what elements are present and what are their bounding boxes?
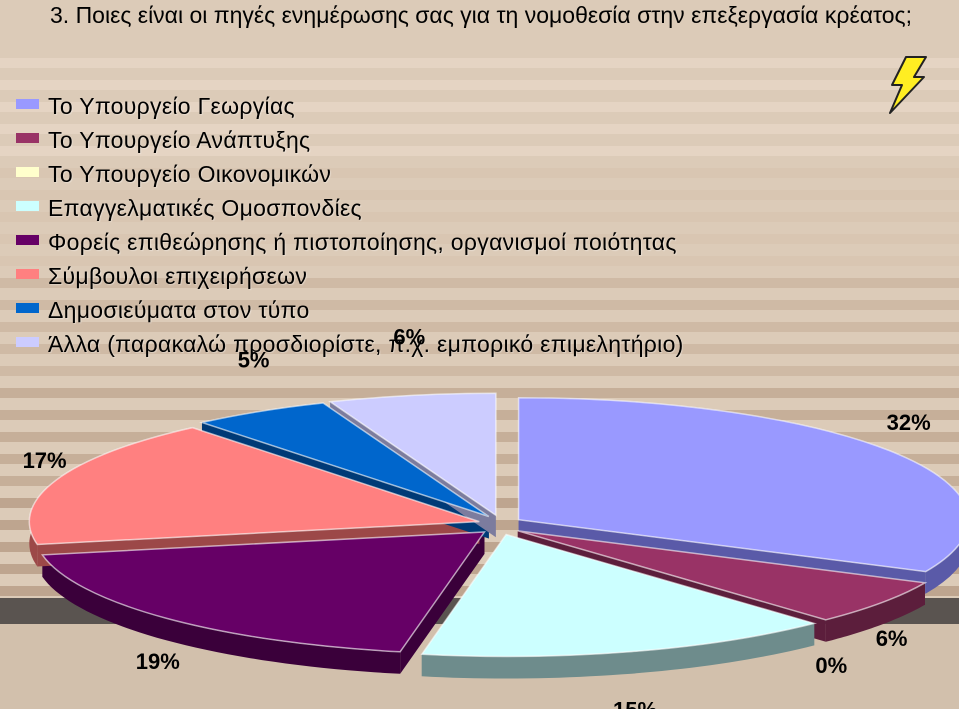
legend-swatch	[16, 269, 39, 279]
slice-percent-label: 6%	[393, 324, 425, 349]
slice-percent-label: 6%	[876, 626, 908, 651]
chart-legend: Το Υπουργείο Γεωργίας Το Υπουργείο Ανάπτυ…	[16, 92, 916, 364]
legend-swatch	[16, 337, 39, 347]
pie-slice	[517, 530, 928, 621]
slice-percent-label: 32%	[887, 410, 931, 435]
slice-side	[421, 623, 815, 679]
slice-percent-label: 19%	[136, 649, 180, 674]
legend-item: Δημοσιεύματα στον τύπο	[16, 296, 916, 330]
slice-percent-label: 15%	[613, 697, 657, 709]
legend-swatch	[16, 303, 39, 313]
slice-percent-label: 5%	[238, 348, 270, 373]
slice-labels: 32% 6% 0% 15% 19% 17% 5% 6%	[23, 324, 931, 709]
legend-label: Επαγγελματικές Ομοσπονδίες	[48, 195, 362, 221]
pie-slice	[28, 426, 480, 546]
legend-label: Φορείς επιθεώρησης ή πιστοποίησης, οργαν…	[48, 229, 677, 255]
legend-item: Φορείς επιθεώρησης ή πιστοποίησης, οργαν…	[16, 228, 916, 262]
legend-item: Άλλα (παρακαλώ προσδιορίστε, π.χ. εμπορι…	[16, 330, 916, 364]
legend-label: Άλλα (παρακαλώ προσδιορίστε, π.χ. εμπορι…	[48, 331, 684, 357]
legend-item: Το Υπουργείο Ανάπτυξης	[16, 126, 916, 160]
legend-label: Το Υπουργείο Οικονομικών	[48, 161, 332, 187]
legend-label: Σύμβουλοι επιχειρήσεων	[48, 263, 308, 289]
legend-item: Το Υπουργείο Οικονομικών	[16, 160, 916, 194]
lightning-bolt-icon	[889, 56, 927, 114]
slice-wall	[400, 532, 485, 674]
slice-percent-label: 17%	[23, 448, 67, 473]
legend-swatch	[16, 235, 39, 245]
legend-swatch	[16, 99, 39, 109]
pie-slice	[420, 533, 818, 658]
slice-tops	[28, 392, 959, 658]
pie-slice	[517, 396, 959, 573]
slice-side	[42, 554, 401, 674]
legend-item: Σύμβουλοι επιχειρήσεων	[16, 262, 916, 296]
legend-label: Το Υπουργείο Γεωργίας	[48, 93, 295, 119]
slice-percent-label: 0%	[815, 653, 847, 678]
pie-slice	[199, 402, 490, 518]
pie-slice	[41, 531, 486, 653]
pie-slice	[328, 392, 497, 517]
legend-swatch	[16, 201, 39, 211]
legend-item: Το Υπουργείο Γεωργίας	[16, 92, 916, 126]
legend-item: Επαγγελματικές Ομοσπονδίες	[16, 194, 916, 228]
legend-label: Το Υπουργείο Ανάπτυξης	[48, 127, 311, 153]
legend-label: Δημοσιεύματα στον τύπο	[48, 297, 310, 323]
legend-swatch	[16, 167, 39, 177]
legend-swatch	[16, 133, 39, 143]
slide-title: 3. Ποιες είναι οι πηγές ενημέρωσης σας γ…	[50, 2, 913, 28]
